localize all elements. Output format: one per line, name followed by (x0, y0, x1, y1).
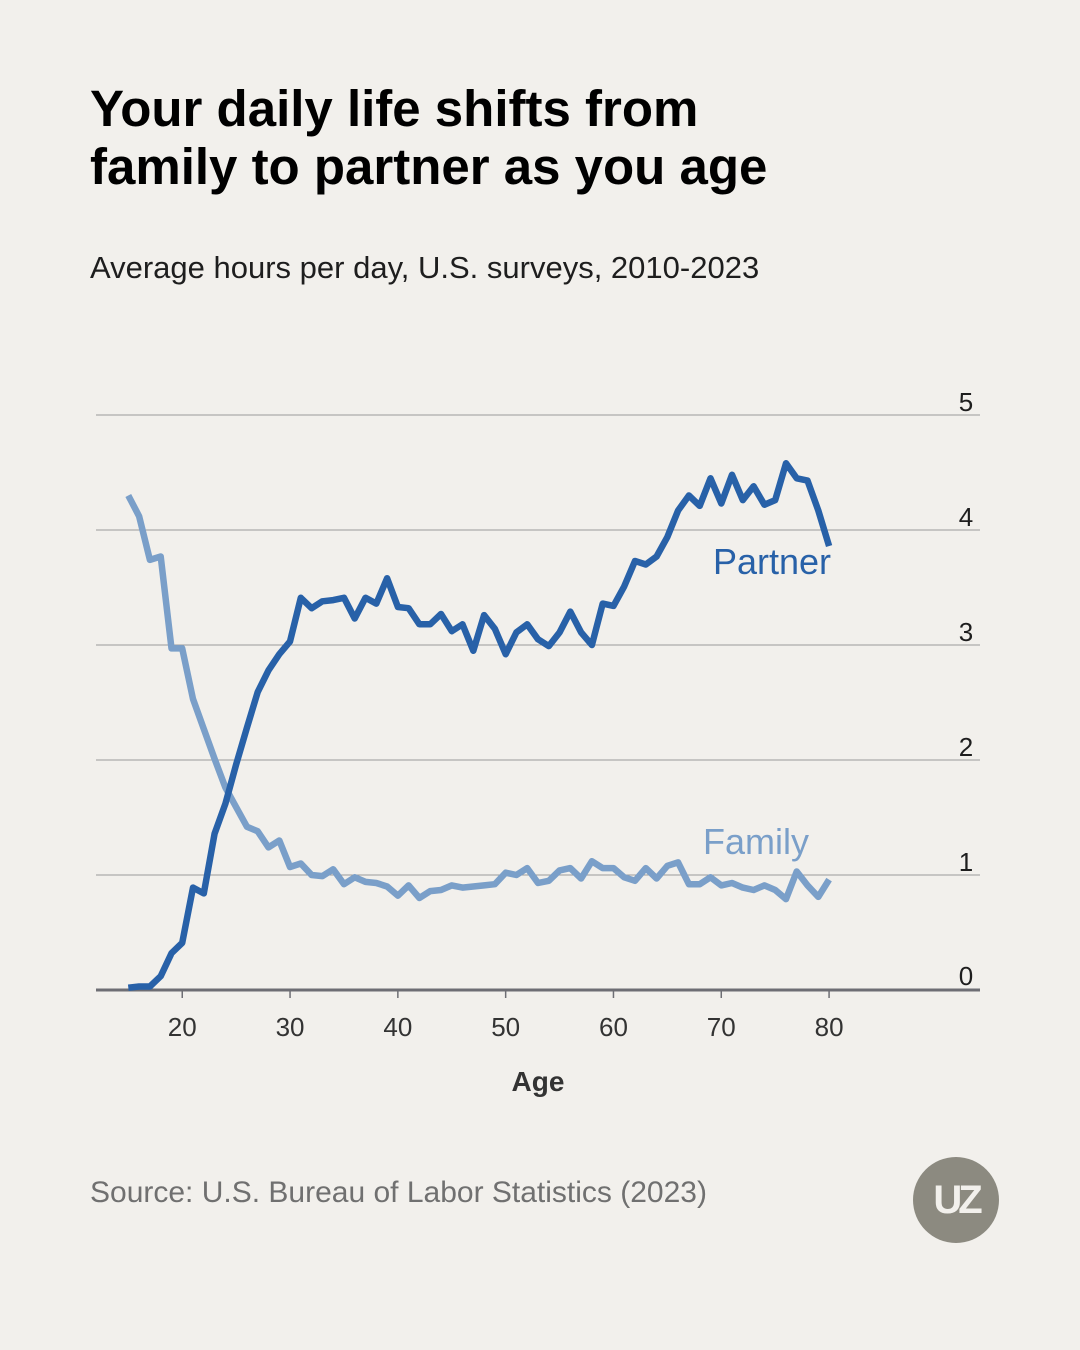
x-tick-label-50: 50 (491, 1012, 520, 1042)
series-line-family (125, 493, 832, 903)
series-label-family: Family (703, 821, 809, 862)
x-tick-label-70: 70 (707, 1012, 736, 1042)
y-tick-label-1: 1 (959, 847, 973, 877)
y-tick-label-3: 3 (959, 617, 973, 647)
x-tick-label-40: 40 (383, 1012, 412, 1042)
chart-title: Your daily life shifts from family to pa… (90, 80, 990, 196)
series-line-partner (127, 460, 833, 991)
y-tick-label-0: 0 (959, 961, 973, 991)
y-tick-label-2: 2 (959, 732, 973, 762)
chart-subtitle: Average hours per day, U.S. surveys, 201… (90, 250, 760, 285)
x-tick-label-60: 60 (599, 1012, 628, 1042)
publisher-logo: UZ (913, 1157, 999, 1243)
source-note: Source: U.S. Bureau of Labor Statistics … (90, 1176, 707, 1209)
x-tick-label-80: 80 (815, 1012, 844, 1042)
series-label-partner: Partner (713, 541, 831, 582)
chart-title-line-2: family to partner as you age (90, 138, 768, 195)
chart-title-line-1: Your daily life shifts from (90, 80, 699, 137)
x-tick-label-20: 20 (168, 1012, 197, 1042)
x-tick-label-30: 30 (276, 1012, 305, 1042)
x-axis-title: Age (512, 1066, 565, 1097)
y-tick-label-5: 5 (959, 387, 973, 417)
y-tick-label-4: 4 (959, 502, 973, 532)
